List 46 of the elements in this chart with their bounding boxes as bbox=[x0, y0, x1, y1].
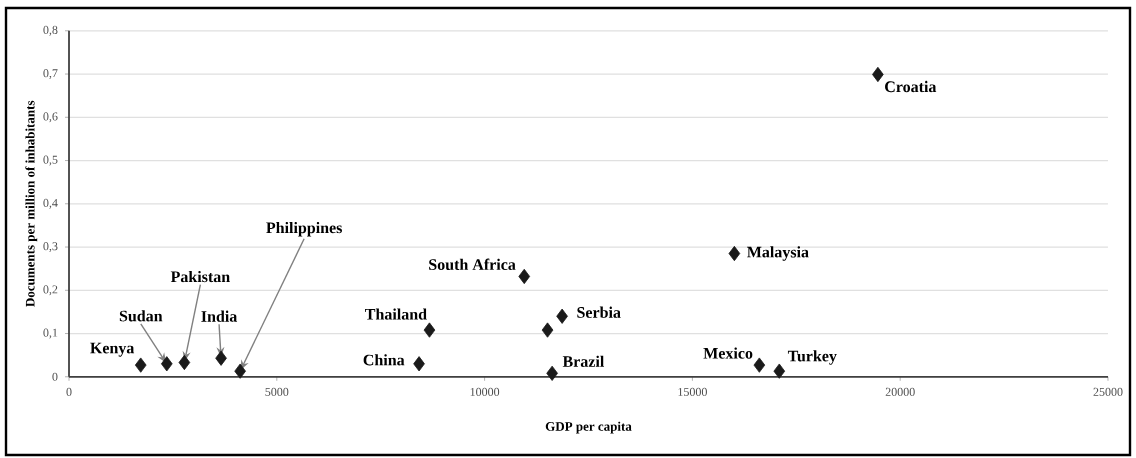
annotation: China bbox=[363, 354, 405, 366]
annotation: Brazil bbox=[562, 355, 605, 367]
annotation: Sudan bbox=[119, 310, 163, 322]
annotation: Thailand bbox=[365, 308, 427, 320]
annotation: Malaysia bbox=[747, 246, 809, 261]
annotation: South Africa bbox=[429, 258, 516, 271]
y-tick-label: 0,5 bbox=[43, 155, 58, 166]
point bbox=[134, 357, 147, 373]
point bbox=[872, 66, 884, 83]
y-tick-label: 0,8 bbox=[43, 25, 58, 36]
point bbox=[546, 365, 558, 381]
point bbox=[161, 356, 173, 372]
x-tick-label: 10000 bbox=[470, 387, 500, 396]
point bbox=[423, 322, 436, 338]
y-tick-label: 0,6 bbox=[43, 112, 58, 123]
point bbox=[753, 357, 766, 373]
point bbox=[556, 308, 568, 324]
annotation: India bbox=[201, 310, 238, 322]
x-tick-label: 25000 bbox=[1093, 387, 1123, 396]
annotation: Turkey bbox=[787, 350, 837, 365]
y-tick-label: 0,7 bbox=[43, 69, 58, 79]
y-tick-label: 0,4 bbox=[43, 198, 58, 209]
y-axis-title: Documents per million of inhabitants bbox=[25, 100, 38, 307]
annotation: Serbia bbox=[577, 306, 621, 318]
x-tick-label: 20000 bbox=[885, 387, 915, 396]
annotation: Pakistan bbox=[170, 270, 230, 283]
x-tick-label: 15000 bbox=[678, 387, 707, 396]
x-axis-title: GDP per capita bbox=[545, 421, 632, 434]
point bbox=[234, 363, 246, 379]
annotation: Croatia bbox=[885, 80, 937, 93]
y-tick-label: 0 bbox=[52, 372, 58, 381]
point bbox=[728, 245, 741, 262]
y-tick-label: 0,1 bbox=[43, 328, 58, 339]
point bbox=[178, 354, 191, 371]
point bbox=[773, 363, 786, 379]
annotation: Mexico bbox=[703, 347, 753, 359]
x-tick-label: 0 bbox=[66, 387, 72, 396]
point bbox=[518, 268, 531, 285]
y-tick-label: 0,2 bbox=[43, 285, 58, 296]
point bbox=[215, 350, 227, 366]
x-tick-label: 5000 bbox=[265, 387, 289, 396]
point bbox=[413, 356, 425, 372]
point bbox=[541, 322, 554, 338]
y-tick-label: 0,3 bbox=[43, 242, 58, 252]
annotation: Kenya bbox=[90, 342, 135, 357]
annotation: Philippines bbox=[266, 221, 342, 237]
